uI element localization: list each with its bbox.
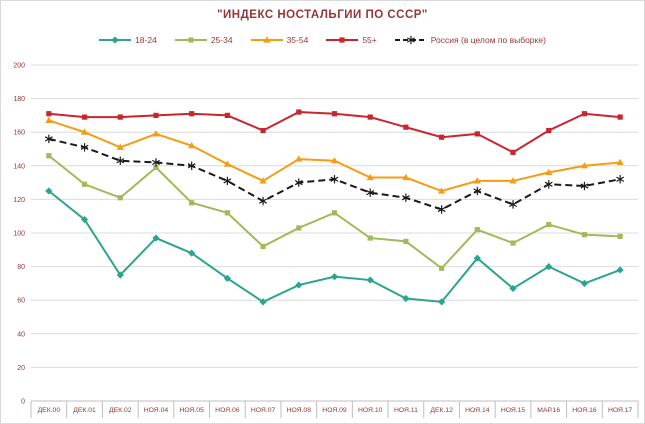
x-axis-tick-label: НОЯ.07 <box>251 407 276 414</box>
legend-marker-4 <box>394 35 427 45</box>
legend-item-3: 55+ <box>326 34 377 46</box>
x-axis-tick-label: НОЯ.09 <box>322 407 347 414</box>
legend-label-0: 18-24 <box>135 35 157 45</box>
chart-title: "ИНДЕКС НОСТАЛЬГИИ ПО СССР" <box>217 9 428 21</box>
x-axis-tick-label: НОЯ.16 <box>572 407 597 414</box>
chart-legend: 18-24 25-34 35-54 55+ Россия (в целом по выб… <box>1 34 644 46</box>
y-axis-tick-label: 100 <box>13 231 25 238</box>
y-axis-tick-label: 200 <box>13 63 25 70</box>
legend-label-3: 55+ <box>362 35 377 45</box>
y-axis-tick-label: 60 <box>17 298 25 305</box>
legend-marker-0 <box>99 36 132 44</box>
x-axis-tick-label: МАР.16 <box>537 407 560 414</box>
legend-marker-2 <box>250 36 283 43</box>
x-axis-tick-label: НОЯ.05 <box>179 407 204 414</box>
legend-label-4: Россия (в целом по выборке) <box>430 35 546 45</box>
x-axis-tick-label: НОЯ.14 <box>465 407 490 414</box>
y-axis-tick-label: 20 <box>17 365 25 372</box>
x-axis-tick-label: ДЕК.01 <box>73 407 96 414</box>
legend-item-0: 18-24 <box>99 34 157 46</box>
y-axis-tick-label: 80 <box>17 264 25 271</box>
x-axis-tick-label: ДЕК.12 <box>430 407 453 414</box>
series-35-54 <box>45 116 624 194</box>
legend-item-1: 25-34 <box>174 34 233 46</box>
legend-label-1: 25-34 <box>210 35 233 45</box>
y-axis-tick-label: 40 <box>17 331 25 338</box>
y-axis-tick-label: 120 <box>13 197 25 204</box>
series-line <box>48 190 621 304</box>
series-line <box>48 137 621 211</box>
legend-label-2: 35-54 <box>286 35 309 45</box>
x-axis-tick-label: НОЯ.10 <box>358 407 383 414</box>
legend-marker-1 <box>174 37 207 43</box>
x-axis-tick-label: ДЕК.02 <box>109 407 132 414</box>
x-axis-tick-label: НОЯ.17 <box>608 407 633 414</box>
y-axis-tick-label: 0 <box>21 399 25 406</box>
y-axis-tick-label: 160 <box>13 130 25 137</box>
x-axis-tick-label: НОЯ.04 <box>144 407 169 414</box>
legend-item-2: 35-54 <box>250 34 309 46</box>
x-axis-tick-label: НОЯ.06 <box>215 407 240 414</box>
series-18-24 <box>45 187 624 306</box>
y-axis-tick-label: 180 <box>13 96 25 103</box>
series-25-34 <box>46 153 623 271</box>
series-55+ <box>46 109 623 155</box>
y-axis-tick-label: 140 <box>13 163 25 170</box>
legend-item-4: Россия (в целом по выборке) <box>394 34 546 46</box>
legend-marker-3 <box>326 37 359 43</box>
x-axis-tick-label: НОЯ.08 <box>287 407 312 414</box>
series-Россия (в целом по выборке) <box>44 134 625 214</box>
x-axis-tick-label: НОЯ.11 <box>394 407 418 414</box>
x-axis-tick-label: ДЕК.00 <box>38 407 61 414</box>
x-axis-tick-label: НОЯ.15 <box>501 407 526 414</box>
